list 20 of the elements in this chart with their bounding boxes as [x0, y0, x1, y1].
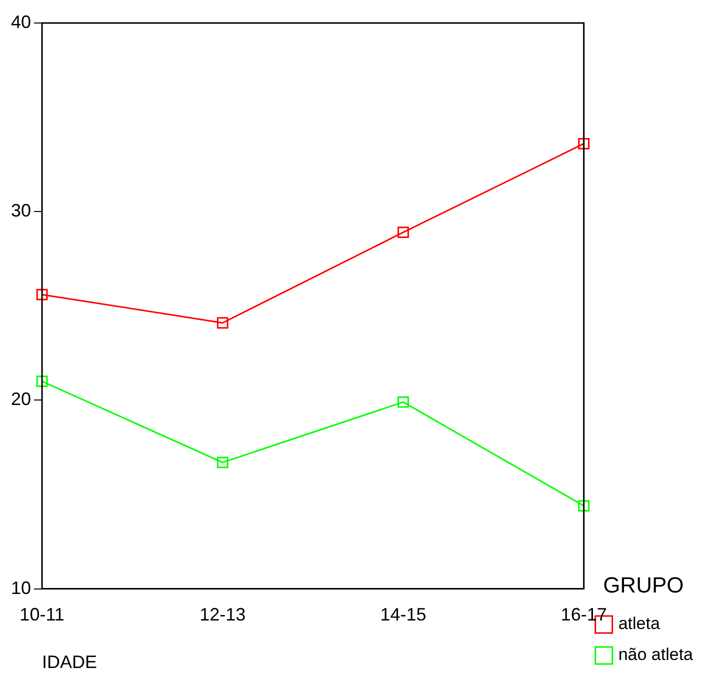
x-tick-label: 10-11: [20, 604, 64, 625]
y-tick-label: 10: [10, 578, 32, 598]
point: [216, 456, 228, 468]
point: [578, 138, 590, 150]
y-tick-label: 30: [10, 200, 32, 221]
legend-label: atleta: [618, 614, 660, 634]
point: [578, 500, 590, 512]
legend-label: não atleta: [618, 645, 694, 664]
x-tick-label: 12-13: [200, 604, 246, 625]
point: [36, 376, 48, 388]
point: [36, 288, 48, 300]
legend-title: GRUPO: [603, 572, 684, 598]
x-axis-title: IDADE: [42, 652, 98, 672]
y-tick-label: 20: [10, 389, 32, 410]
point: [216, 317, 228, 329]
x-tick-label: 14-15: [380, 604, 426, 625]
x-tick-label: 16-17: [560, 604, 607, 625]
point: [398, 226, 409, 238]
y-tick-label: 40: [10, 12, 32, 32]
point: [398, 396, 409, 408]
